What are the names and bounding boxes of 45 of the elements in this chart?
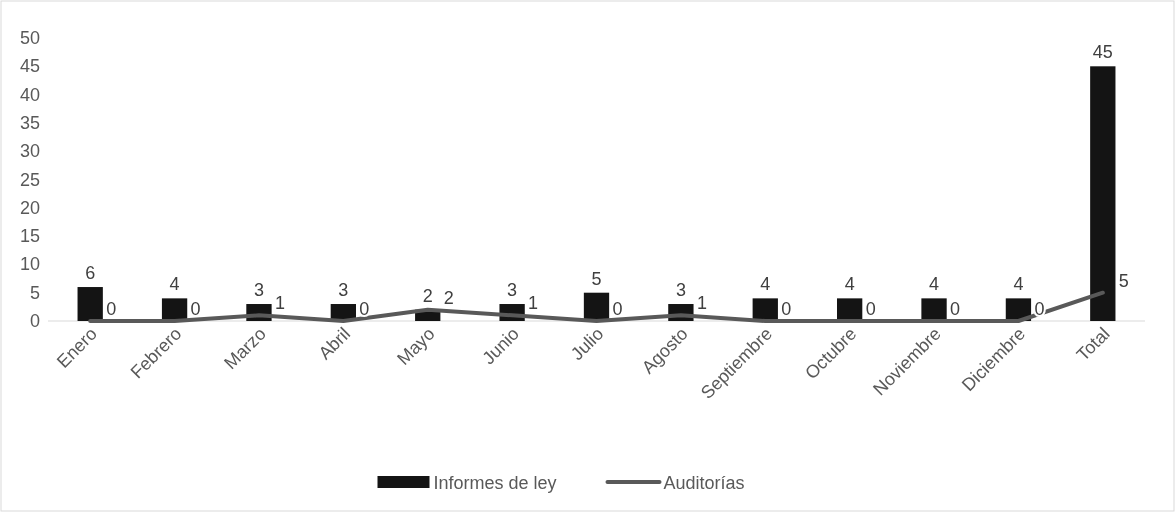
data-label: 2	[422, 285, 433, 306]
data-label: 3	[338, 280, 349, 301]
data-label: 0	[190, 299, 201, 319]
bar	[77, 287, 103, 321]
bar	[921, 298, 947, 321]
data-label: 3	[507, 280, 518, 301]
bar	[161, 298, 188, 321]
x-tick-label: Julio	[567, 323, 608, 365]
data-label: 0	[781, 299, 792, 319]
data-label: 0	[865, 299, 876, 319]
y-tick-label: 30	[19, 141, 40, 162]
y-tick-label: 0	[29, 311, 40, 331]
data-label: 0	[950, 299, 961, 319]
data-label: 3	[675, 280, 686, 301]
y-tick-label: 40	[19, 84, 40, 105]
y-tick-label: 15	[19, 226, 40, 247]
data-label: 0	[106, 299, 117, 319]
data-label: 1	[274, 293, 285, 314]
data-label: 4	[760, 274, 771, 295]
data-label: 2	[443, 287, 454, 308]
y-tick-label: 35	[19, 112, 40, 133]
data-label: 4	[929, 274, 940, 295]
data-label: 5	[591, 268, 602, 289]
legend-label: Auditorías	[663, 473, 745, 493]
y-tick-label: 50	[19, 28, 40, 48]
data-label: 1	[696, 293, 707, 314]
data-label: 4	[844, 274, 855, 295]
y-tick-label: 45	[19, 56, 40, 77]
y-tick-label: 25	[19, 169, 40, 190]
legend-label: Informes de ley	[433, 473, 557, 493]
bar	[752, 298, 778, 321]
data-label: 0	[359, 299, 370, 319]
data-label: 4	[169, 274, 180, 295]
data-label: 5	[1118, 270, 1129, 291]
data-label: 0	[612, 299, 623, 319]
bar	[837, 298, 863, 321]
data-label: 45	[1092, 42, 1113, 63]
data-label: 1	[528, 293, 539, 314]
data-label: 3	[253, 280, 264, 301]
data-label: 6	[85, 263, 96, 284]
bar	[1090, 66, 1116, 321]
data-label: 4	[1013, 274, 1024, 295]
y-tick-label: 20	[19, 197, 40, 218]
y-tick-label: 10	[19, 254, 40, 275]
y-tick-label: 5	[29, 282, 40, 303]
